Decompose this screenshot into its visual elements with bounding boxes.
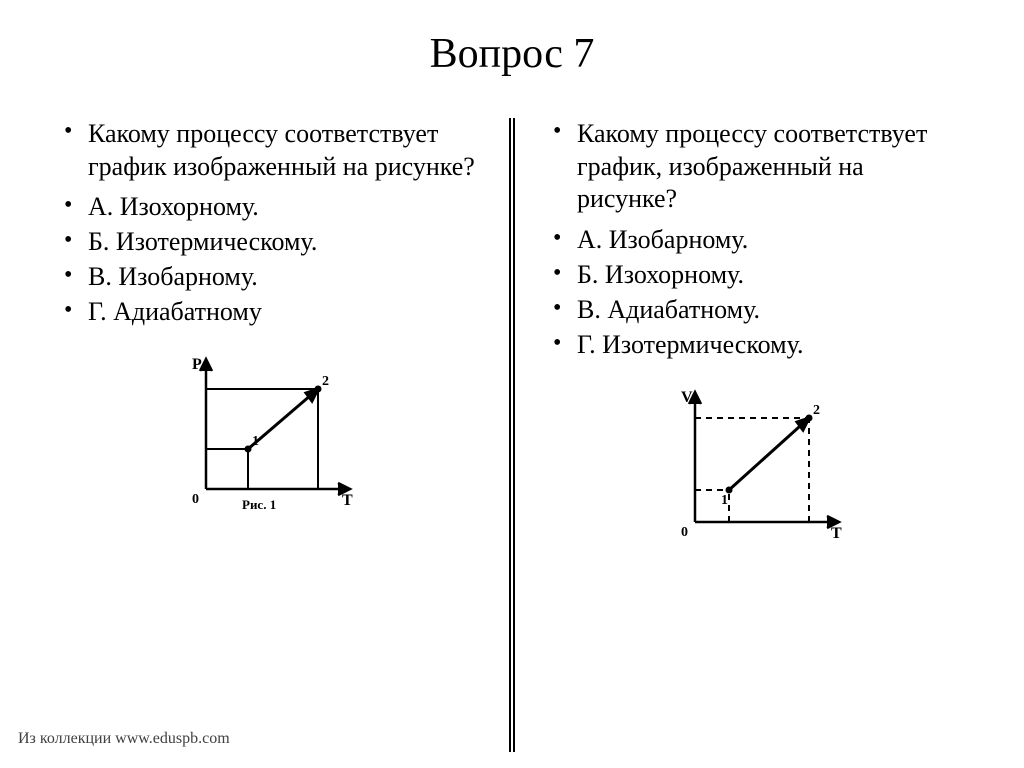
footer-text: Из коллекции www.eduspb.com	[18, 730, 230, 748]
center-divider	[509, 118, 515, 552]
right-option-b: Б. Изохорному.	[549, 257, 964, 292]
left-p2-label: 2	[322, 374, 329, 389]
left-p1-label: 1	[252, 434, 259, 449]
left-xlabel: T	[342, 492, 353, 509]
right-p2-label: 2	[813, 403, 820, 418]
right-question: Какому процессу соответствует график, из…	[577, 118, 964, 216]
content-row: Какому процессу соответствует график изо…	[0, 118, 1024, 552]
left-caption: Рис. 1	[242, 497, 276, 512]
right-question-wrap: Какому процессу соответствует график, из…	[549, 118, 964, 216]
left-option-a: А. Изохорному.	[60, 189, 475, 224]
right-graph: V T 0 1 2	[667, 382, 847, 552]
right-option-a: А. Изобарному.	[549, 222, 964, 257]
left-option-b: Б. Изотермическому.	[60, 224, 475, 259]
left-graph: P T 0 1 2 Рис. 1	[178, 349, 358, 519]
right-xlabel: T	[831, 525, 842, 542]
right-column: Какому процессу соответствует график, из…	[519, 118, 994, 552]
page-title: Вопрос 7	[0, 0, 1024, 118]
left-question: Какому процессу соответствует график изо…	[88, 118, 475, 183]
right-options: А. Изобарному. Б. Изохорному. В. Адиабат…	[549, 222, 964, 362]
right-origin: 0	[681, 525, 688, 540]
left-ylabel: P	[192, 356, 202, 373]
right-option-d: Г. Изотермическому.	[549, 327, 964, 362]
right-p1-label: 1	[721, 493, 728, 508]
left-option-d: Г. Адиабатному	[60, 294, 475, 329]
left-column: Какому процессу соответствует график изо…	[30, 118, 505, 552]
left-graph-area: P T 0 1 2 Рис. 1	[60, 349, 475, 519]
right-ylabel: V	[681, 389, 693, 406]
left-question-wrap: Какому процессу соответствует график изо…	[60, 118, 475, 183]
right-graph-area: V T 0 1 2	[549, 382, 964, 552]
left-options: А. Изохорному. Б. Изотермическому. В. Из…	[60, 189, 475, 329]
right-option-c: В. Адиабатному.	[549, 292, 964, 327]
left-origin: 0	[192, 492, 199, 507]
left-option-c: В. Изобарному.	[60, 259, 475, 294]
